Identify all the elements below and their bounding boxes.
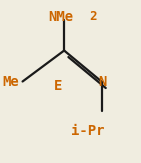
Text: 2: 2	[89, 10, 96, 23]
Text: NMe: NMe	[48, 10, 73, 24]
Text: Me: Me	[3, 74, 20, 89]
Text: N: N	[99, 74, 107, 89]
Text: i-Pr: i-Pr	[70, 124, 104, 138]
Text: E: E	[54, 79, 62, 93]
